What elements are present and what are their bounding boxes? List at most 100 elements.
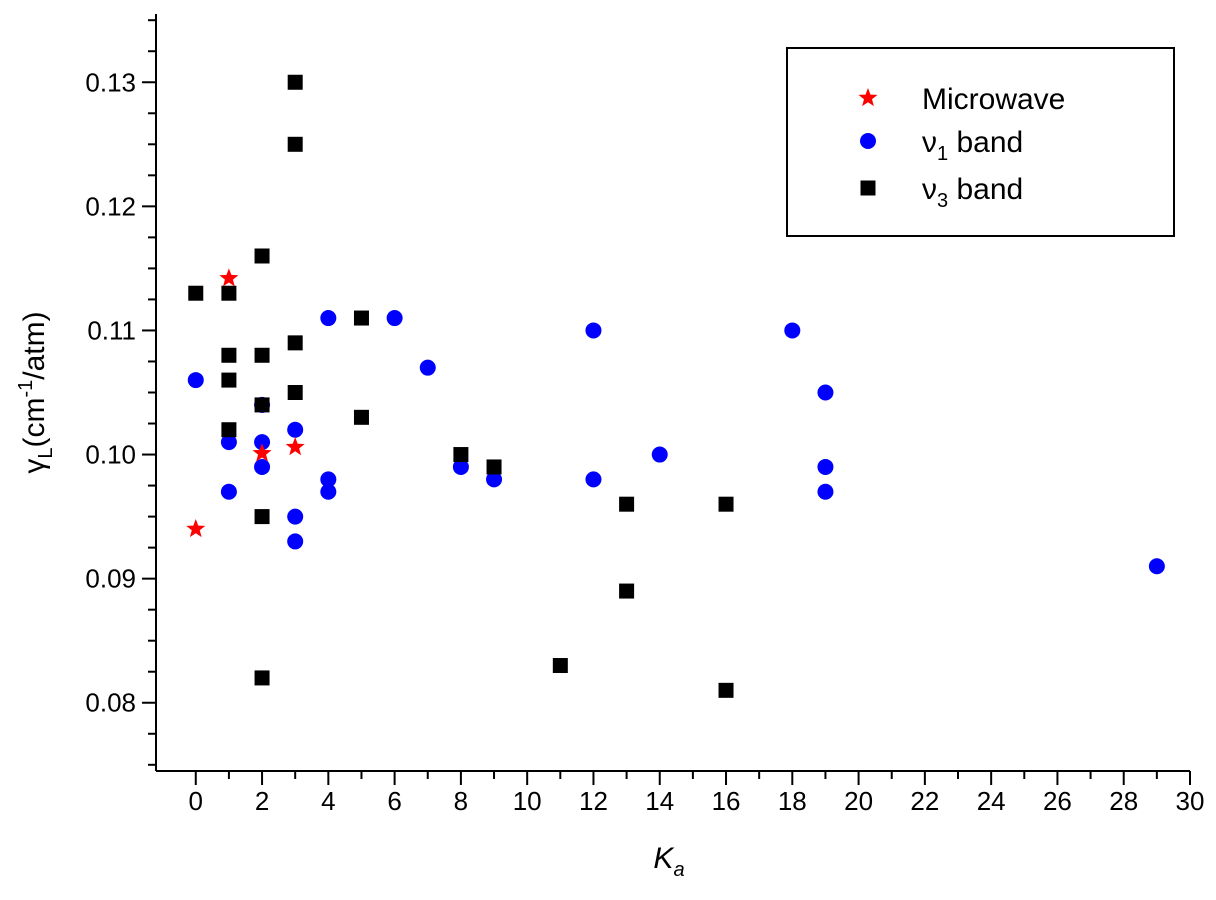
nu1-data-point bbox=[486, 471, 503, 488]
legend-label-nu1: ν1 band bbox=[922, 126, 1023, 165]
legend-nu1-rest: band bbox=[948, 126, 1023, 159]
y-axis-ticks: 0.08 0.09 0.10 0.11 0.12 0.13 bbox=[85, 19, 156, 766]
x-tick-label: 6 bbox=[387, 786, 401, 816]
x-axis-title-sub: a bbox=[673, 859, 684, 881]
microwave-data-point bbox=[252, 443, 272, 462]
legend-nu3-sub: 3 bbox=[937, 190, 948, 212]
nu3-data-point bbox=[486, 459, 502, 475]
x-tick-label: 18 bbox=[778, 786, 807, 816]
nu1-data-point bbox=[817, 458, 834, 475]
x-tick-label: 20 bbox=[844, 786, 873, 816]
x-tick-label: 10 bbox=[513, 786, 542, 816]
nu3-data-point bbox=[718, 496, 734, 512]
microwave-data-point bbox=[285, 437, 305, 456]
x-axis-ticks: 0 2 4 6 8 10 12 14 16 18 20 22 24 26 28 30 bbox=[189, 771, 1205, 816]
nu3-data-point bbox=[619, 583, 635, 599]
y-tick-label: 0.11 bbox=[87, 315, 136, 345]
nu1-data-point bbox=[320, 483, 337, 500]
nu1-data-point bbox=[452, 458, 469, 475]
y-axis-title-sub: L bbox=[35, 448, 57, 459]
nu1-data-point bbox=[817, 384, 834, 401]
legend-marker-star bbox=[858, 88, 878, 107]
x-tick-label: 14 bbox=[645, 786, 674, 816]
y-axis-title: γL(cm-1/atm) bbox=[15, 311, 57, 473]
x-tick-label: 24 bbox=[977, 786, 1006, 816]
nu1-data-point bbox=[585, 471, 602, 488]
nu1-data-point bbox=[287, 508, 304, 525]
nu3-data-point bbox=[718, 682, 734, 698]
nu3-data-point bbox=[221, 347, 237, 363]
nu1-data-point bbox=[254, 458, 271, 475]
nu1-data-point bbox=[817, 483, 834, 500]
y-axis-title-unit-start: (cm bbox=[18, 398, 51, 448]
x-tick-label: 28 bbox=[1109, 786, 1138, 816]
nu3-data-point bbox=[254, 248, 270, 264]
nu1-data-point bbox=[585, 322, 602, 339]
x-tick-label: 4 bbox=[321, 786, 335, 816]
y-tick-label: 0.10 bbox=[85, 440, 136, 470]
y-tick-label: 0.12 bbox=[85, 191, 136, 221]
nu1-data-point bbox=[187, 372, 204, 389]
x-tick-label: 16 bbox=[712, 786, 741, 816]
y-axis-title-sup: -1 bbox=[15, 380, 37, 398]
nu3-data-point bbox=[353, 310, 369, 326]
x-tick-label: 0 bbox=[189, 786, 203, 816]
x-axis-title: Ka bbox=[653, 842, 684, 881]
legend-marker-square bbox=[860, 180, 876, 196]
nu3-data-point bbox=[619, 496, 635, 512]
nu1-data-point bbox=[1148, 558, 1165, 575]
legend-label-nu3: ν3 band bbox=[922, 173, 1023, 212]
nu1-data-point bbox=[651, 446, 668, 463]
nu3-data-point bbox=[287, 335, 303, 351]
nu1-data-point bbox=[419, 359, 436, 376]
data-marks bbox=[186, 74, 1165, 698]
x-tick-label: 22 bbox=[910, 786, 939, 816]
legend-marker-circle bbox=[860, 133, 876, 149]
nu3-data-point bbox=[552, 658, 568, 674]
microwave-data-point bbox=[186, 519, 206, 538]
x-tick-label: 2 bbox=[255, 786, 269, 816]
nu3-data-point bbox=[254, 509, 270, 525]
y-axis-title-unit-end: /atm) bbox=[18, 311, 51, 379]
nu3-data-point bbox=[221, 372, 237, 388]
legend-label-microwave: Microwave bbox=[922, 83, 1065, 116]
legend-markers bbox=[858, 88, 878, 196]
nu3-data-point bbox=[254, 397, 270, 413]
nu1-data-point bbox=[320, 471, 337, 488]
nu1-data-point bbox=[287, 533, 304, 550]
legend-nu1-symbol: ν bbox=[922, 126, 937, 159]
nu3-data-point bbox=[287, 385, 303, 400]
y-tick-label: 0.08 bbox=[85, 688, 136, 718]
nu3-data-point bbox=[353, 409, 369, 425]
nu1-data-point bbox=[287, 421, 304, 438]
nu3-data-point bbox=[287, 74, 303, 90]
nu3-data-point bbox=[254, 670, 270, 686]
nu3-data-point bbox=[221, 422, 237, 438]
nu1-data-point bbox=[386, 310, 403, 327]
legend-nu3-symbol: ν bbox=[922, 173, 937, 206]
x-tick-label: 12 bbox=[579, 786, 608, 816]
y-axis-title-symbol: γ bbox=[18, 459, 51, 474]
nu3-data-point bbox=[221, 285, 237, 301]
nu1-data-point bbox=[220, 483, 237, 500]
legend-box bbox=[786, 47, 1175, 237]
nu1-data-point bbox=[254, 434, 271, 451]
microwave-data-point bbox=[219, 268, 239, 287]
nu3-data-point bbox=[188, 285, 204, 301]
legend: Microwave ν1 band ν3 band bbox=[786, 47, 1175, 237]
x-tick-label: 8 bbox=[454, 786, 468, 816]
legend-nu3-rest: band bbox=[948, 173, 1023, 206]
nu3-data-point bbox=[453, 447, 469, 463]
x-axis-title-main: K bbox=[653, 842, 675, 875]
x-tick-label: 26 bbox=[1043, 786, 1072, 816]
nu1-data-point bbox=[320, 310, 337, 327]
y-tick-label: 0.13 bbox=[85, 67, 136, 97]
legend-nu1-sub: 1 bbox=[937, 143, 948, 165]
nu3-data-point bbox=[254, 347, 270, 363]
nu1-data-point bbox=[220, 434, 237, 451]
nu1-data-point bbox=[784, 322, 801, 339]
y-tick-label: 0.09 bbox=[85, 564, 136, 594]
x-tick-label: 30 bbox=[1176, 786, 1205, 816]
nu3-data-point bbox=[287, 136, 303, 152]
